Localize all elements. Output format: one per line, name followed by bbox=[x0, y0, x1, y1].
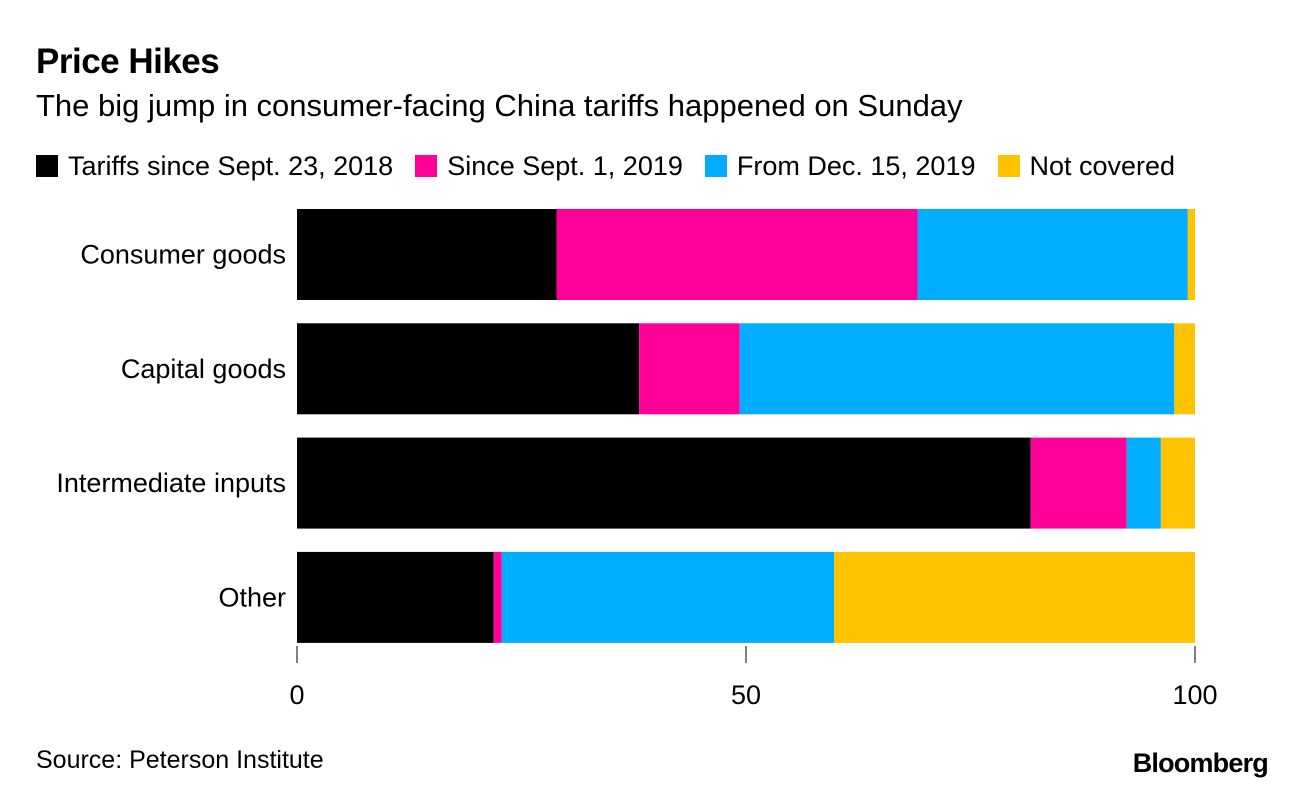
legend-item-not-covered: Not covered bbox=[997, 150, 1176, 182]
legend-swatch bbox=[704, 155, 727, 177]
legend-item-tariffs-since-sept-23-2018: Tariffs since Sept. 23, 2018 bbox=[36, 151, 393, 182]
legend-item-from-dec-15-2019: From Dec. 15, 2019 bbox=[704, 150, 976, 182]
bar-capital-goods-from-dec-15-2019 bbox=[739, 323, 1175, 415]
bar-capital-goods-since-sept-1-2019 bbox=[639, 323, 740, 415]
x-tick-label-0: 0 bbox=[289, 680, 304, 710]
legend-label: Since Sept. 1, 2019 bbox=[447, 150, 683, 181]
legend-label: Tariffs since Sept. 23, 2018 bbox=[68, 150, 394, 181]
bloomberg-logo: Bloomberg bbox=[1132, 748, 1269, 778]
bar-consumer-goods-from-dec-15-2019 bbox=[917, 209, 1188, 300]
legend-swatch bbox=[997, 155, 1020, 177]
legend-item-since-sept-1-2019: Since Sept. 1, 2019 bbox=[415, 151, 683, 182]
bar-consumer-goods-tariffs-since-sept-23-2018 bbox=[297, 209, 557, 300]
bar-other-from-dec-15-2019 bbox=[501, 551, 835, 643]
legend-label: Not covered bbox=[1029, 150, 1176, 181]
category-label-other: Other bbox=[218, 582, 286, 612]
legend: Tariffs since Sept. 23, 2018 Since Sept. … bbox=[36, 149, 1197, 183]
bar-other-tariffs-since-sept-23-2018 bbox=[297, 551, 494, 643]
x-tick-label-50: 50 bbox=[731, 680, 761, 710]
stacked-bar-chart: Consumer goods Capital goods Intermediate … bbox=[56, 209, 1218, 710]
bar-other-not-covered bbox=[834, 551, 1195, 643]
bar-other-since-sept-1-2019 bbox=[493, 551, 502, 643]
bar-intermediate-inputs-from-dec-15-2019 bbox=[1126, 437, 1161, 529]
chart-subtitle: The big jump in consumer-facing China ta… bbox=[36, 88, 963, 123]
source-note: Source: Peterson Institute bbox=[36, 746, 324, 774]
bar-consumer-goods-since-sept-1-2019 bbox=[556, 209, 918, 300]
bar-capital-goods-not-covered bbox=[1174, 323, 1195, 415]
bar-intermediate-inputs-tariffs-since-sept-23-2018 bbox=[297, 437, 1031, 529]
x-tick-label-100: 100 bbox=[1172, 680, 1217, 710]
chart-title: Price Hikes bbox=[36, 42, 220, 81]
bar-capital-goods-tariffs-since-sept-23-2018 bbox=[297, 323, 640, 415]
legend-swatch bbox=[36, 155, 58, 177]
legend-swatch bbox=[415, 155, 438, 177]
bar-intermediate-inputs-not-covered bbox=[1160, 437, 1195, 529]
legend-label: From Dec. 15, 2019 bbox=[736, 150, 976, 181]
bar-intermediate-inputs-since-sept-1-2019 bbox=[1030, 437, 1127, 529]
category-label-consumer-goods: Consumer goods bbox=[80, 240, 286, 270]
category-label-capital-goods: Capital goods bbox=[121, 354, 286, 384]
bar-consumer-goods-not-covered bbox=[1187, 209, 1195, 300]
category-label-intermediate-inputs: Intermediate inputs bbox=[56, 468, 286, 498]
